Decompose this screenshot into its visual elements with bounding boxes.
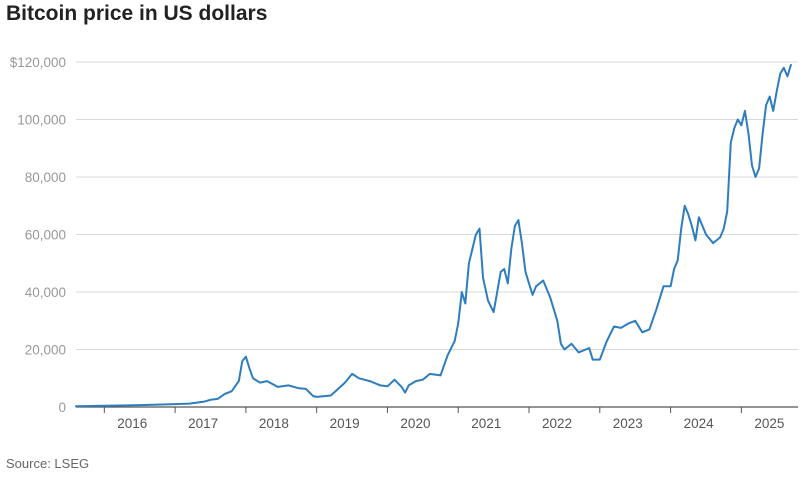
x-tick-label: 2022 [542,416,572,431]
y-tick-label: 60,000 [25,228,66,243]
series-layer [75,63,792,408]
x-tick-label: 2020 [400,416,430,431]
x-tick-label: 2019 [330,416,360,431]
y-tick-label: $120,000 [10,55,66,70]
x-tick-label: 2025 [754,416,784,431]
y-axis-labels: 0 20,000 40,000 60,000 80,000 100,000 $120,000 [10,55,66,415]
y-tick-label: 20,000 [25,343,66,358]
x-tick-label: 2016 [117,416,147,431]
y-tick-label: 40,000 [25,285,66,300]
x-tick-label: 2017 [188,416,218,431]
x-tick-label: 2021 [471,416,501,431]
x-axis: 2016 2017 2018 2019 2020 2021 2022 2023 2024 2025 [76,406,798,431]
price-line [75,63,792,408]
source-note: Source: LSEG [6,456,90,471]
x-tick-label: 2023 [613,416,643,431]
y-tick-label: 100,000 [17,113,66,128]
gridlines [76,61,798,350]
x-tick-label: 2018 [259,416,289,431]
chart-title: Bitcoin price in US dollars [6,2,268,25]
y-tick-label: 0 [58,400,66,415]
y-tick-label: 80,000 [25,170,66,185]
x-tick-label: 2024 [684,416,715,431]
